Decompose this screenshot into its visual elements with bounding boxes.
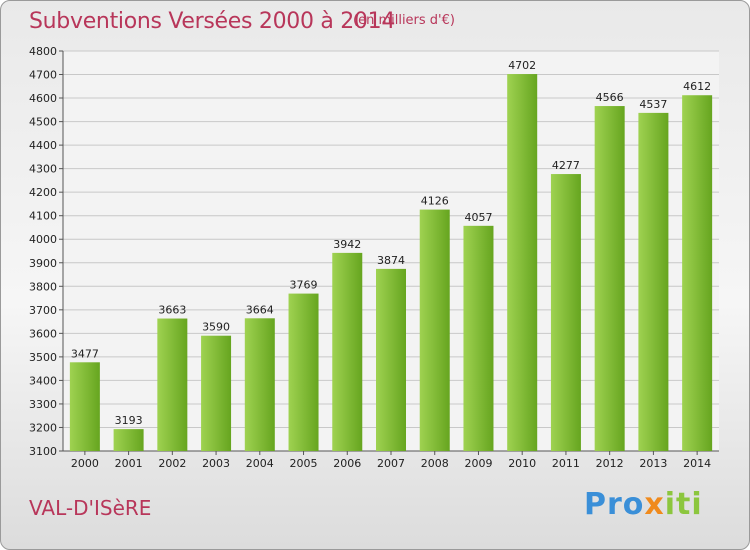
bar [69, 362, 100, 451]
y-tick-label: 3200 [29, 421, 57, 434]
x-tick-label: 2007 [377, 457, 405, 470]
data-label: 4277 [552, 159, 580, 172]
bar [682, 95, 713, 451]
bar [507, 74, 538, 451]
chart-unit-note: (en milliers d'€) [353, 13, 455, 28]
data-label: 3664 [246, 303, 274, 316]
x-tick-label: 2011 [552, 457, 580, 470]
data-label: 4566 [596, 91, 624, 104]
bar [332, 252, 363, 451]
x-tick-label: 2002 [158, 457, 186, 470]
y-tick-label: 4800 [29, 45, 57, 58]
bar [638, 112, 669, 451]
proxiti-logo[interactable]: Proxiti [584, 487, 703, 522]
place-name: VAL-D'ISèRE [29, 496, 152, 520]
data-label: 3193 [115, 414, 143, 427]
y-tick-label: 3300 [29, 398, 57, 411]
bar [157, 318, 188, 451]
y-tick-label: 4100 [29, 210, 57, 223]
y-tick-label: 3900 [29, 257, 57, 270]
bar [550, 174, 581, 451]
data-label: 4537 [639, 98, 667, 111]
bar [288, 293, 319, 451]
bar [594, 106, 625, 451]
x-tick-label: 2003 [202, 457, 230, 470]
y-tick-label: 3700 [29, 304, 57, 317]
data-label: 3769 [290, 279, 318, 292]
bar [113, 429, 144, 451]
bar [419, 209, 450, 451]
y-tick-label: 4400 [29, 139, 57, 152]
data-label: 4126 [421, 195, 449, 208]
y-tick-label: 3600 [29, 327, 57, 340]
x-tick-label: 2013 [639, 457, 667, 470]
data-label: 4612 [683, 80, 711, 93]
y-tick-label: 4600 [29, 92, 57, 105]
y-tick-label: 4200 [29, 186, 57, 199]
x-tick-label: 2008 [421, 457, 449, 470]
x-tick-label: 2009 [464, 457, 492, 470]
data-label: 3874 [377, 254, 405, 267]
y-tick-label: 3100 [29, 445, 57, 458]
x-tick-label: 2014 [683, 457, 711, 470]
x-tick-label: 2004 [246, 457, 274, 470]
bar [376, 268, 406, 451]
y-tick-label: 4000 [29, 233, 57, 246]
data-label: 3942 [333, 238, 361, 251]
bar [463, 225, 494, 451]
data-label: 3663 [158, 304, 186, 317]
y-tick-label: 4700 [29, 69, 57, 82]
x-tick-label: 2010 [508, 457, 536, 470]
x-tick-label: 2005 [290, 457, 318, 470]
chart-title: Subventions Versées 2000 à 2014 [29, 9, 396, 34]
bar [201, 335, 232, 451]
y-tick-label: 3400 [29, 374, 57, 387]
y-tick-label: 3500 [29, 351, 57, 364]
x-tick-label: 2000 [71, 457, 99, 470]
y-tick-label: 3800 [29, 280, 57, 293]
y-tick-label: 4500 [29, 116, 57, 129]
data-label: 4702 [508, 59, 536, 72]
x-tick-label: 2006 [333, 457, 361, 470]
y-tick-label: 4300 [29, 163, 57, 176]
x-tick-label: 2001 [115, 457, 143, 470]
data-label: 4057 [464, 211, 492, 224]
bar [244, 318, 275, 451]
x-tick-label: 2012 [596, 457, 624, 470]
data-label: 3477 [71, 347, 99, 360]
data-label: 3590 [202, 321, 230, 334]
